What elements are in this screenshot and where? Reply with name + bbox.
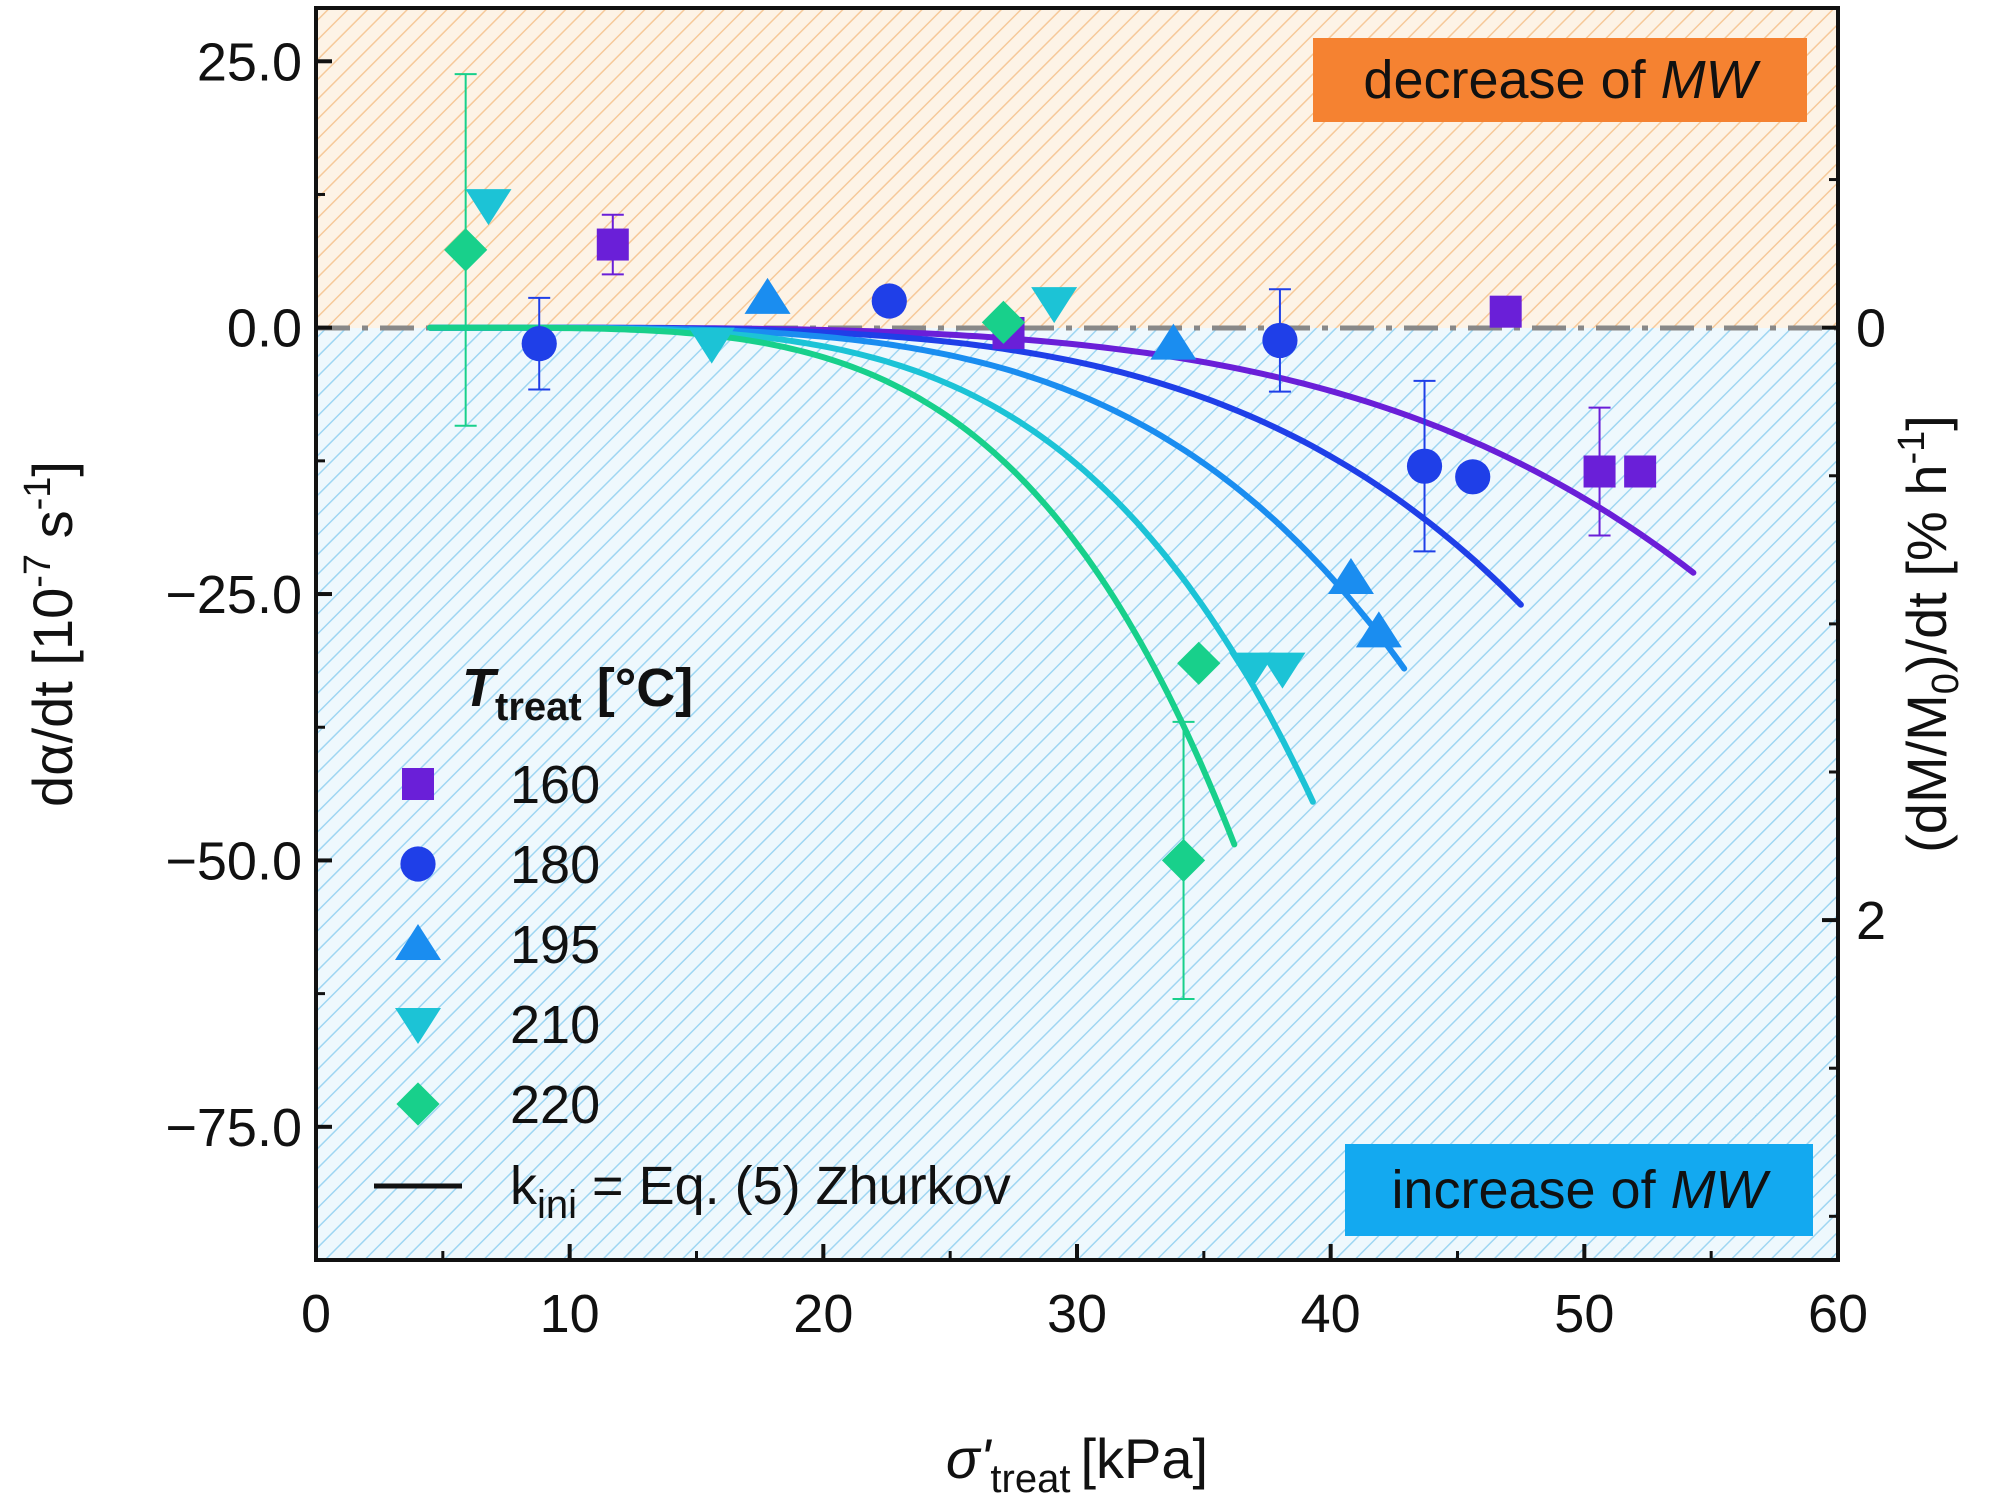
data-point-180 <box>521 326 557 362</box>
x-tick-label: 10 <box>540 1284 600 1344</box>
legend-label-160: 160 <box>510 755 600 815</box>
data-point-160 <box>596 228 629 261</box>
legend-label-195: 195 <box>510 915 600 975</box>
data-point-220 <box>1177 641 1221 685</box>
legend-line-label-sub: ini <box>537 1183 577 1227</box>
data-point-180 <box>1262 322 1298 359</box>
y-axis-right-title-close: ] <box>1895 415 1958 431</box>
data-point-180 <box>871 283 907 319</box>
data-point-220 <box>981 300 1026 344</box>
data-point-195 <box>1150 323 1197 360</box>
x-tick-label: 30 <box>1047 1284 1107 1344</box>
legend-line-label: kini = Eq. (5) Zhurkov <box>510 1156 1011 1227</box>
legend-marker-160 <box>402 768 434 800</box>
x-tick-label: 20 <box>793 1284 853 1344</box>
x-tick-label: 50 <box>1554 1284 1614 1344</box>
x-tick-label: 60 <box>1808 1284 1868 1344</box>
y-axis-left-title-exp: -7 <box>17 554 59 588</box>
y-axis-left-title: dα/dt [10-7 s-1] <box>17 461 84 807</box>
data-point-195 <box>1355 611 1402 648</box>
data-point-160 <box>1489 295 1522 328</box>
data-point-210 <box>465 189 512 226</box>
y-tick-label: 25.0 <box>197 32 302 92</box>
right-tick-label: 0 <box>1856 299 1886 359</box>
data-points <box>444 189 1657 883</box>
y-tick-label: 0.0 <box>227 299 302 359</box>
data-point-220 <box>1161 838 1206 883</box>
decrease-label: decrease of MW <box>1363 50 1761 110</box>
legend-title: Ttreat [°C] <box>462 658 693 729</box>
legend-label-210: 210 <box>510 995 600 1055</box>
legend-marker-220 <box>396 1082 440 1126</box>
data-point-160 <box>1583 455 1616 488</box>
y-axis-left-title-close: ] <box>21 461 84 477</box>
legend-marker-210 <box>395 1008 441 1044</box>
y-axis-left-ticks: 25.0 0.0 −25.0 −50.0 −75.0 <box>165 32 332 1158</box>
legend-series: 160 180 195 210 220 <box>395 755 600 1135</box>
data-point-195 <box>744 277 791 314</box>
legend-label-220: 220 <box>510 1075 600 1135</box>
y-tick-label: −75.0 <box>165 1098 302 1158</box>
y-axis-left-title-exp2: -1 <box>17 477 59 511</box>
y-tick-label: −25.0 <box>165 565 302 625</box>
increase-label: increase of MW <box>1391 1160 1771 1220</box>
y-axis-right-title-sub: 0 <box>1925 673 1967 694</box>
y-axis-right-ticks: 02 <box>1822 178 1886 1218</box>
legend-marker-180 <box>400 846 436 882</box>
data-point-210 <box>1031 287 1078 324</box>
y-axis-right-title: (dM/M0)/dt [% h-1] <box>1891 415 1967 853</box>
x-tick-label: 40 <box>1301 1284 1361 1344</box>
fit-curve-220 <box>427 324 1238 848</box>
legend-line-label-rest: = Eq. (5) Zhurkov <box>577 1156 1011 1216</box>
right-tick-label: 2 <box>1856 891 1886 951</box>
y-tick-label: −50.0 <box>165 831 302 891</box>
y-axis-right-title-exp: -1 <box>1891 431 1933 465</box>
legend-label-180: 180 <box>510 835 600 895</box>
data-point-180 <box>1406 448 1443 484</box>
x-axis-title-sub: treat <box>990 1457 1070 1498</box>
x-tick-label: 0 <box>301 1284 331 1344</box>
data-point-195 <box>1327 558 1374 595</box>
legend-title-sub: treat <box>495 685 582 729</box>
data-point-220 <box>444 228 488 272</box>
legend-title-symbol: T <box>462 658 499 718</box>
increase-label-box <box>1345 1144 1813 1236</box>
x-axis-title: σ'treat [kPa] <box>946 1427 1208 1498</box>
data-point-160 <box>1624 455 1657 488</box>
data-point-210 <box>688 327 735 364</box>
y-axis-right-title-mid: )/dt [% h <box>1895 465 1958 674</box>
decrease-label-em: MW <box>1661 50 1762 110</box>
legend: Ttreat [°C] 160 180 195 210 220 kini = Eq. (… <box>374 658 1011 1227</box>
x-axis-ticks: 0 10 20 30 40 50 60 <box>301 1244 1868 1344</box>
legend-line-label-k: k <box>510 1156 538 1216</box>
legend-marker-195 <box>395 924 441 960</box>
x-axis-title-unit: [kPa] <box>1080 1427 1208 1490</box>
x-axis-title-symbol: σ' <box>946 1427 993 1490</box>
data-point-210 <box>1259 652 1306 689</box>
y-axis-right-title-main: (dM/M <box>1895 694 1958 853</box>
increase-label-em: MW <box>1671 1160 1772 1220</box>
data-point-180 <box>1455 459 1491 495</box>
increase-label-text: increase of <box>1391 1160 1670 1220</box>
legend-title-unit: [°C] <box>582 658 694 718</box>
fit-curves <box>427 324 1697 848</box>
decrease-label-box <box>1313 38 1807 122</box>
y-axis-left-title-main: dα/dt [10 <box>21 588 84 807</box>
y-axis-left-title-unit: s <box>21 510 84 554</box>
data-point-210 <box>1229 652 1276 689</box>
decrease-label-text: decrease of <box>1363 50 1660 110</box>
